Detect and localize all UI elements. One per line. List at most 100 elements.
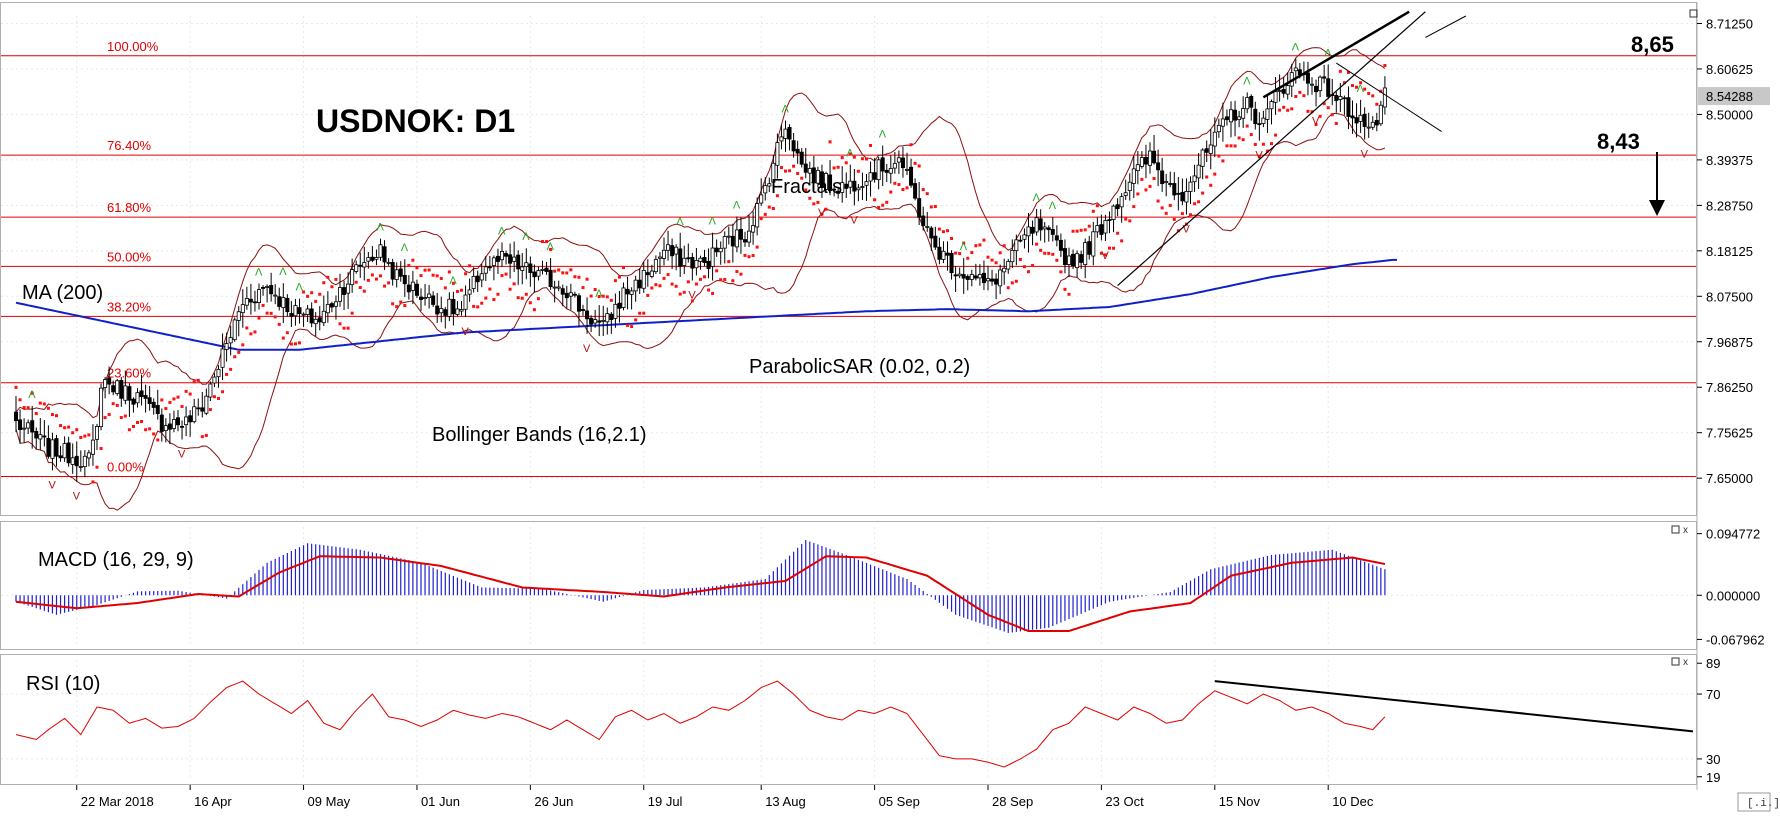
sar-dot <box>1217 154 1221 158</box>
candle-body <box>163 425 168 432</box>
sar-dot <box>1237 136 1241 140</box>
candle <box>1184 178 1189 215</box>
sar-dot <box>719 278 723 282</box>
candle <box>1310 77 1315 95</box>
trendlines <box>1117 10 1467 287</box>
sar-dot <box>1047 251 1051 255</box>
candle <box>953 265 958 293</box>
candle-body <box>119 380 124 399</box>
candle <box>803 148 808 179</box>
candle <box>62 436 67 462</box>
fractal-down-marker: V <box>48 479 56 491</box>
candle-body <box>147 397 152 404</box>
candle-body <box>1075 253 1080 269</box>
sar-dot <box>1213 172 1217 176</box>
fractal-down-marker: V <box>583 343 591 355</box>
candle-body <box>625 288 630 295</box>
candle <box>1253 101 1258 130</box>
candle <box>508 243 513 279</box>
candle <box>832 187 837 197</box>
candle <box>390 258 395 286</box>
parabolic-sar-label: ParabolicSAR (0.02, 0.2) <box>749 356 970 378</box>
candle-body <box>657 256 662 259</box>
sar-dot <box>1233 144 1237 148</box>
candle <box>1362 107 1367 140</box>
sar-dot <box>136 420 139 424</box>
macd-window-controls-icon[interactable]: x <box>1671 525 1688 536</box>
candle-body <box>431 295 436 305</box>
fractal-up-marker: Λ <box>1049 200 1057 212</box>
candle <box>346 272 351 309</box>
candle <box>880 145 885 186</box>
sar-dot <box>946 229 949 233</box>
sar-dot <box>1136 192 1140 196</box>
candle <box>1224 109 1229 126</box>
fractal-up-marker: Λ <box>377 222 385 234</box>
sar-dot <box>994 261 998 265</box>
candle-body <box>131 398 136 405</box>
rsi-window-controls-icon[interactable]: x <box>1671 657 1688 668</box>
candle-body <box>1127 181 1132 192</box>
candle-body <box>508 254 513 264</box>
candle <box>1152 134 1157 165</box>
candle-body <box>18 419 23 431</box>
candle-body <box>860 186 865 188</box>
candle-body <box>840 182 845 193</box>
sar-dot <box>411 258 415 262</box>
sar-dot <box>1278 108 1282 112</box>
sar-dot <box>860 157 864 161</box>
candle <box>285 294 290 317</box>
candle-body <box>34 430 39 439</box>
candle <box>147 385 152 411</box>
sar-dot <box>784 169 787 173</box>
sar-dot <box>982 238 986 242</box>
candle <box>188 410 193 437</box>
sar-dot <box>1079 228 1083 232</box>
sar-dot <box>820 212 824 216</box>
sar-dot <box>1010 281 1014 285</box>
candle-body <box>613 303 618 319</box>
sar-dot <box>237 350 241 354</box>
candle-body <box>297 307 302 314</box>
sar-dot <box>524 292 528 296</box>
sar-dot <box>1095 204 1099 208</box>
candle-body <box>1188 181 1193 192</box>
candle <box>1143 144 1148 179</box>
sar-dot <box>609 298 613 302</box>
fractal-up-marker: Λ <box>279 266 287 278</box>
candle <box>491 255 496 281</box>
candle <box>1054 225 1059 247</box>
sar-dot <box>613 279 617 283</box>
candle-body <box>1350 115 1355 119</box>
candle-body <box>378 244 383 258</box>
fractal-up-marker: Λ <box>846 148 854 160</box>
candle <box>718 241 723 265</box>
candle-body <box>1176 192 1181 195</box>
candle-body <box>913 183 918 199</box>
sar-dot <box>694 282 698 286</box>
candle-body <box>216 368 221 378</box>
candle <box>730 223 735 263</box>
candle <box>131 397 136 413</box>
sar-dot <box>330 285 334 289</box>
candle-body <box>1058 239 1063 251</box>
candle <box>1237 110 1242 128</box>
sar-dot <box>326 275 330 279</box>
sar-dot <box>350 311 354 315</box>
candle-body <box>451 298 456 315</box>
maximize-icon[interactable] <box>1689 9 1698 18</box>
sar-dot <box>893 181 897 185</box>
candle-body <box>410 281 415 291</box>
sar-dot <box>492 298 496 302</box>
candle <box>921 206 926 231</box>
sar-dot <box>277 322 281 326</box>
candle <box>738 217 743 254</box>
candle-body <box>1087 241 1092 255</box>
info-icon[interactable]: [.i.] <box>1737 792 1780 812</box>
candle-body <box>38 434 43 440</box>
sar-dot <box>561 271 565 275</box>
candle <box>662 237 667 266</box>
candle <box>1216 118 1221 138</box>
candle-body <box>103 379 108 388</box>
sar-dot <box>917 164 921 168</box>
